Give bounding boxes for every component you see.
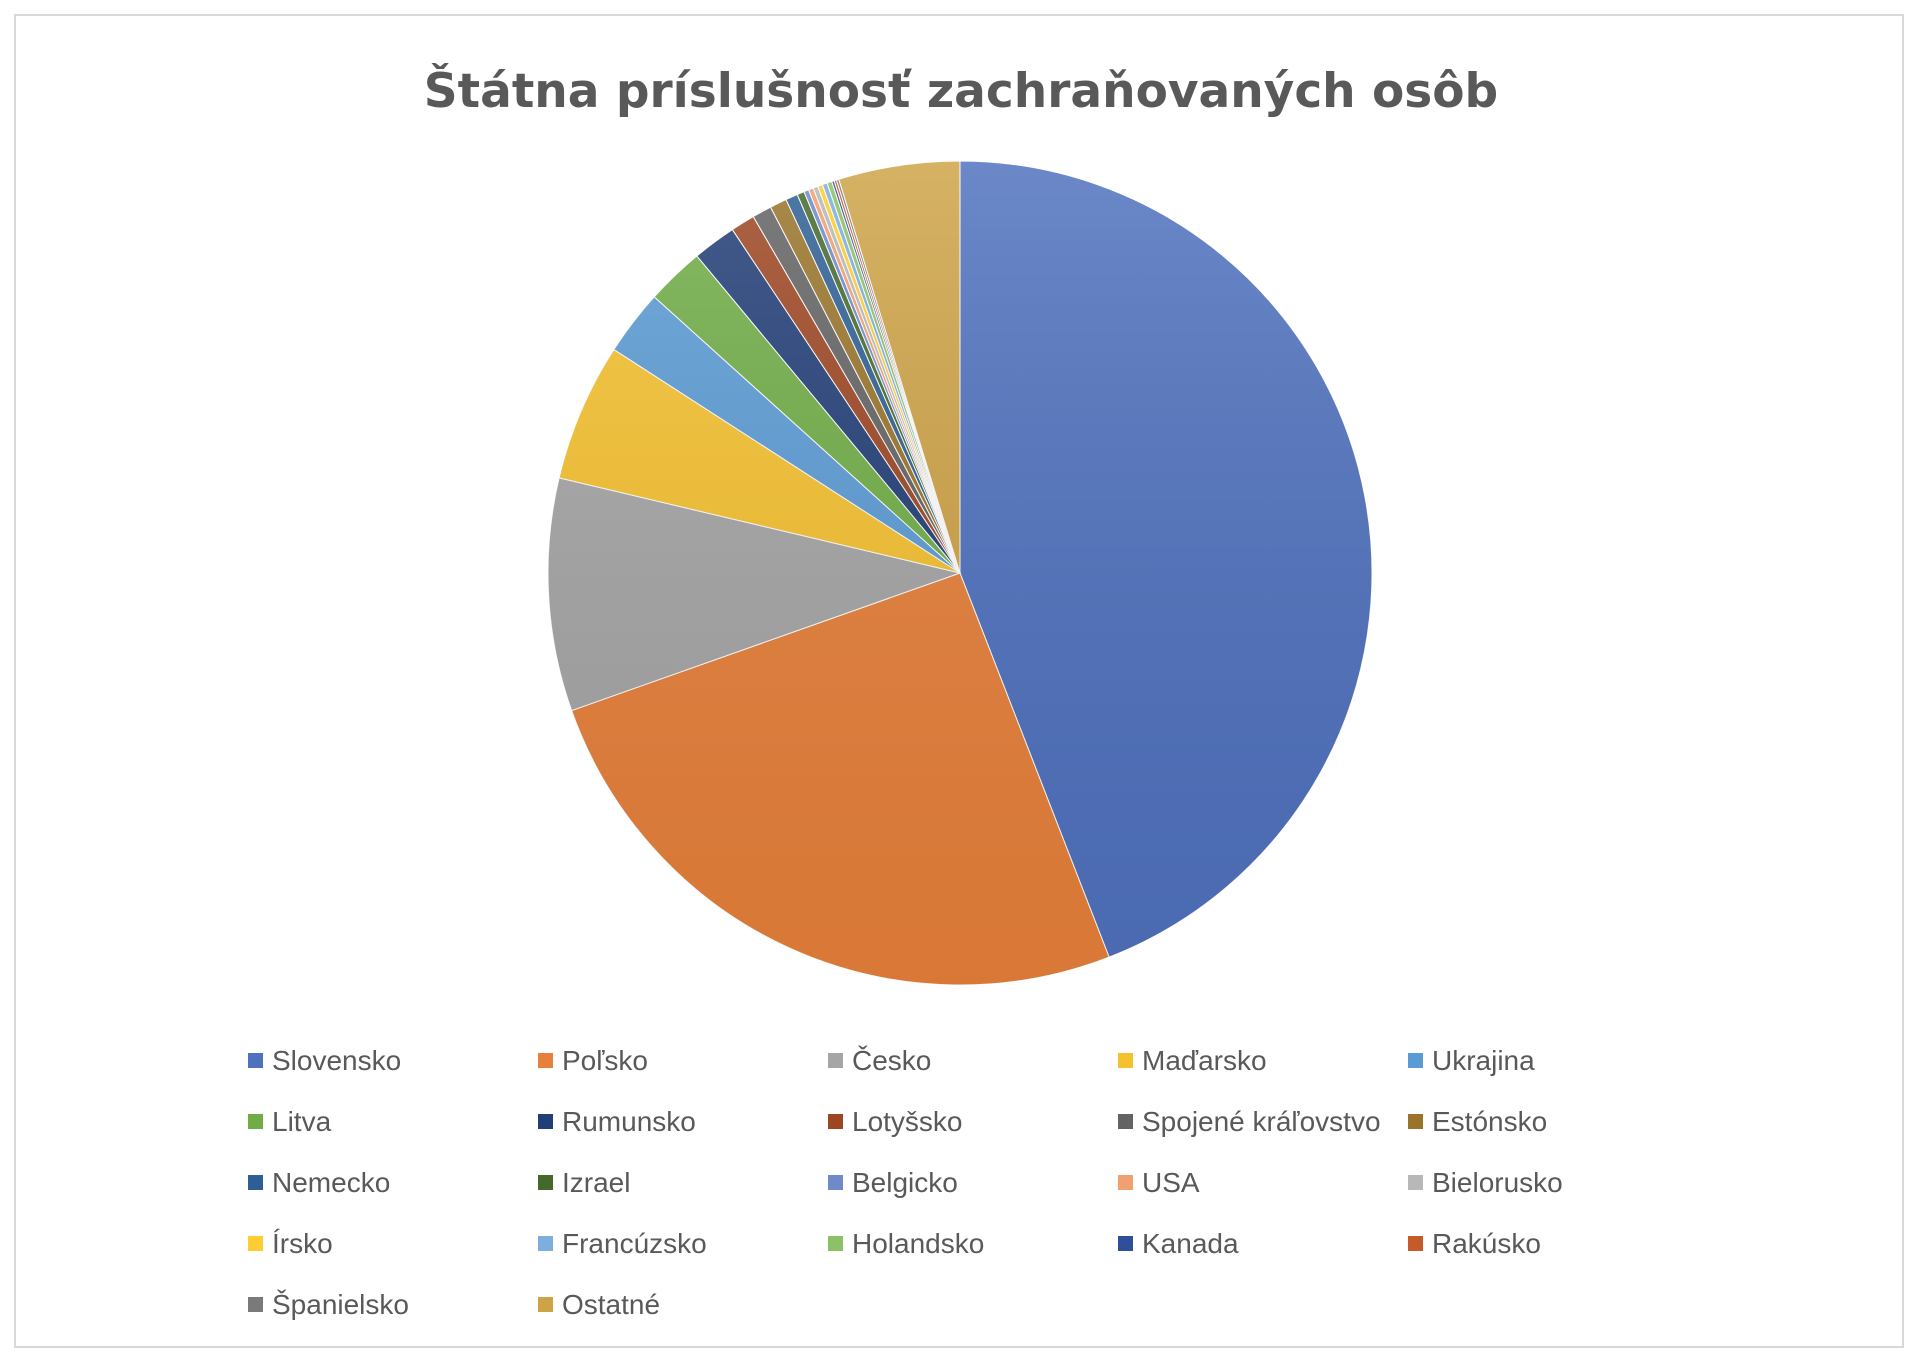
legend-label: Francúzsko <box>562 1227 707 1259</box>
legend-label: Nemecko <box>272 1166 391 1198</box>
pie-chart: SlovenskoPoľskoČeskoMaďarskoUkrajinaLitv… <box>547 160 1373 986</box>
legend-swatch <box>1118 1236 1133 1251</box>
legend-swatch <box>248 1236 263 1251</box>
legend-label: Rakúsko <box>1432 1227 1541 1259</box>
legend-item: Rumunsko <box>538 1091 828 1152</box>
legend-item: Bielorusko <box>1408 1152 1698 1213</box>
legend-item: Kanada <box>1118 1213 1408 1274</box>
legend-item: Poľsko <box>538 1030 828 1091</box>
legend-item: Nemecko <box>248 1152 538 1213</box>
legend-item: Spojené kráľovstvo <box>1118 1091 1408 1152</box>
legend-item: Ukrajina <box>1408 1030 1698 1091</box>
legend-swatch <box>538 1114 553 1129</box>
legend-swatch <box>1408 1053 1423 1068</box>
legend-item: Maďarsko <box>1118 1030 1408 1091</box>
legend-item: Estónsko <box>1408 1091 1698 1152</box>
legend-swatch <box>1118 1053 1133 1068</box>
legend-label: Holandsko <box>852 1227 985 1259</box>
legend-item: Slovensko <box>248 1030 538 1091</box>
legend-label: Ukrajina <box>1432 1044 1535 1076</box>
legend-swatch <box>538 1297 553 1312</box>
legend-swatch <box>248 1175 263 1190</box>
legend-swatch <box>248 1297 263 1312</box>
legend-label: Česko <box>852 1044 932 1076</box>
chart-area: Štátna príslušnosť zachraňovaných osôb S… <box>14 14 1904 1348</box>
legend-swatch <box>1118 1114 1133 1129</box>
legend-swatch <box>828 1236 843 1251</box>
legend-swatch <box>1408 1175 1423 1190</box>
legend-item: Izrael <box>538 1152 828 1213</box>
legend-item: Holandsko <box>828 1213 1118 1274</box>
legend-label: Kanada <box>1142 1227 1239 1259</box>
legend-item: Írsko <box>248 1213 538 1274</box>
legend-swatch <box>248 1053 263 1068</box>
legend-swatch <box>538 1053 553 1068</box>
legend-item: Česko <box>828 1030 1118 1091</box>
chart-title: Štátna príslušnosť zachraňovaných osôb <box>423 64 1499 119</box>
legend-item: Belgicko <box>828 1152 1118 1213</box>
legend-label: Bielorusko <box>1432 1166 1563 1198</box>
legend-swatch <box>538 1175 553 1190</box>
legend-label: Ostatné <box>562 1288 661 1320</box>
legend-label: Španielsko <box>272 1288 409 1320</box>
legend-item: Litva <box>248 1091 538 1152</box>
legend-item: Španielsko <box>248 1274 538 1335</box>
legend-item: Lotyšsko <box>828 1091 1118 1152</box>
legend-swatch <box>828 1053 843 1068</box>
legend-item: Rakúsko <box>1408 1213 1698 1274</box>
legend-label: Izrael <box>562 1166 631 1198</box>
legend-label: Poľsko <box>562 1044 648 1076</box>
legend-swatch <box>248 1114 263 1129</box>
legend-swatch <box>828 1114 843 1129</box>
legend-item: USA <box>1118 1152 1408 1213</box>
legend-label: Írsko <box>272 1227 333 1259</box>
legend-swatch <box>828 1175 843 1190</box>
legend: Slovensko Poľsko Česko Maďarsko Ukrajina Litv… <box>248 1030 1638 1335</box>
legend-swatch <box>1408 1114 1423 1129</box>
legend-item: Francúzsko <box>538 1213 828 1274</box>
legend-label: Maďarsko <box>1142 1044 1267 1076</box>
legend-label: Rumunsko <box>562 1105 696 1137</box>
legend-swatch <box>1408 1236 1423 1251</box>
legend-label: Slovensko <box>272 1044 402 1076</box>
legend-label: Litva <box>272 1105 332 1137</box>
legend-label: Spojené kráľovstvo <box>1142 1105 1381 1137</box>
legend-label: USA <box>1142 1166 1200 1198</box>
legend-swatch <box>538 1236 553 1251</box>
legend-label: Estónsko <box>1432 1105 1548 1137</box>
pie-slices: SlovenskoPoľskoČeskoMaďarskoUkrajinaLitv… <box>547 160 1373 986</box>
legend-item: Ostatné <box>538 1274 828 1335</box>
legend-label: Lotyšsko <box>852 1105 963 1137</box>
legend-label: Belgicko <box>852 1166 958 1198</box>
legend-swatch <box>1118 1175 1133 1190</box>
